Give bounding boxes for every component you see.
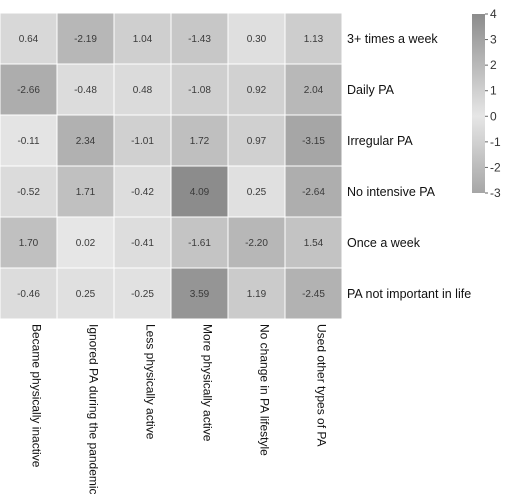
heatmap-cell xyxy=(170,165,229,218)
heatmap-cell xyxy=(284,267,343,320)
column-labels: Became physically inactive Ignored PA dur… xyxy=(30,324,329,494)
heatmap-cell xyxy=(227,165,286,218)
cell-value-label: 0.92 xyxy=(247,85,267,96)
heatmap-cell xyxy=(284,165,343,218)
row-label: Irregular PA xyxy=(347,134,413,148)
cell-value-label: 0.25 xyxy=(76,289,96,300)
legend-color-bar xyxy=(472,14,485,193)
cell-value-label: 0.02 xyxy=(76,238,96,249)
cell-value-label: 2.04 xyxy=(304,85,324,96)
row-label: No intensive PA xyxy=(347,185,436,199)
heatmap-cell xyxy=(284,12,343,65)
cell-value-label: -1.43 xyxy=(188,34,211,45)
cell-value-label: 1.04 xyxy=(133,34,153,45)
heatmap-cell xyxy=(0,165,58,218)
heatmap-cell xyxy=(56,12,115,65)
heatmap-cell xyxy=(170,12,229,65)
row-label: Once a week xyxy=(347,236,421,250)
row-label: PA not important in life xyxy=(347,287,471,301)
cell-value-label: 1.19 xyxy=(247,289,267,300)
heatmap-cell xyxy=(284,63,343,116)
cell-value-label: -0.41 xyxy=(131,238,154,249)
column-label: Used other types of PA xyxy=(315,324,329,447)
heatmap-cell xyxy=(0,216,58,269)
cell-value-label: -1.08 xyxy=(188,85,211,96)
cell-value-label: -1.01 xyxy=(131,136,154,147)
color-legend: 4 3 2 1 0 -1 -2 -3 xyxy=(472,7,501,200)
heatmap-cell xyxy=(113,63,172,116)
cell-value-label: 2.34 xyxy=(76,136,96,147)
cell-value-label: 0.30 xyxy=(247,34,267,45)
heatmap-cell xyxy=(56,114,115,167)
heatmap-cell xyxy=(227,12,286,65)
cell-value-label: -0.11 xyxy=(17,136,39,147)
cell-value-label: -1.61 xyxy=(188,238,211,249)
heatmap-cell xyxy=(284,216,343,269)
heatmap-cells: 0.64 -2.19 1.04 -1.43 0.30 1.13 -2.66 -0.48 0.48… xyxy=(0,12,343,320)
cell-value-label: 1.54 xyxy=(304,238,324,249)
legend-tick-label: 0 xyxy=(490,109,497,123)
legend-tick-label: -1 xyxy=(490,135,501,149)
cell-value-label: 1.72 xyxy=(190,136,210,147)
heatmap-cell xyxy=(0,114,58,167)
cell-value-label: 1.71 xyxy=(76,187,96,198)
cell-value-label: -0.52 xyxy=(17,187,40,198)
cell-value-label: -0.25 xyxy=(131,289,154,300)
heatmap-cell xyxy=(170,63,229,116)
cell-value-label: 4.09 xyxy=(190,187,210,198)
legend-tick-label: 1 xyxy=(490,84,497,98)
heatmap-cell xyxy=(113,267,172,320)
column-label: Less physically active xyxy=(144,324,158,440)
cell-value-label: -2.20 xyxy=(245,238,268,249)
cell-value-label: 0.64 xyxy=(19,34,39,45)
heatmap-cell xyxy=(227,267,286,320)
cell-value-label: -0.42 xyxy=(131,187,154,198)
column-label: More physically active xyxy=(201,324,215,442)
cell-value-label: -0.46 xyxy=(17,289,40,300)
cell-value-label: 0.97 xyxy=(247,136,267,147)
heatmap-cell xyxy=(170,267,229,320)
legend-tick-label: -2 xyxy=(490,160,501,174)
column-label: Became physically inactive xyxy=(30,324,44,468)
cell-value-label: 1.13 xyxy=(304,34,324,45)
heatmap-cell xyxy=(113,114,172,167)
legend-tick-label: 4 xyxy=(490,7,497,21)
column-label: No change in PA lifestyle xyxy=(258,324,272,456)
heatmap-cell xyxy=(56,267,115,320)
cell-value-label: -2.19 xyxy=(74,34,97,45)
cell-value-label: 3.59 xyxy=(190,289,210,300)
cell-value-label: 1.70 xyxy=(19,238,39,249)
cell-value-label: 0.48 xyxy=(133,85,153,96)
column-label: Ignored PA during the pandemic xyxy=(87,324,101,494)
cell-value-label: -2.64 xyxy=(302,187,325,198)
legend-tick-label: 3 xyxy=(490,33,497,47)
row-label: Daily PA xyxy=(347,83,395,97)
row-labels: 3+ times a week Daily PA Irregular PA No in… xyxy=(347,32,471,301)
cell-value-label: 0.25 xyxy=(247,187,267,198)
row-label: 3+ times a week xyxy=(347,32,438,46)
cell-value-label: -3.15 xyxy=(302,136,325,147)
heatmap-cell xyxy=(56,165,115,218)
cell-value-label: -2.66 xyxy=(17,85,40,96)
heatmap-cell xyxy=(56,63,115,116)
legend-tick-label: 2 xyxy=(490,58,497,72)
cell-value-label: -0.48 xyxy=(74,85,97,96)
legend-tick-label: -3 xyxy=(490,186,501,200)
cell-value-label: -2.45 xyxy=(302,289,325,300)
